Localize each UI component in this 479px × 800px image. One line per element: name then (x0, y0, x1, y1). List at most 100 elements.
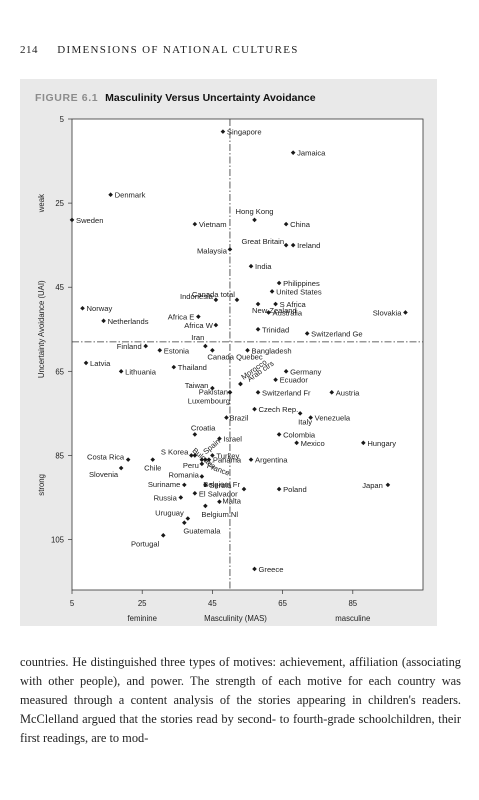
point-label: Netherlands (108, 317, 149, 326)
y-side-label-strong: strong (37, 474, 46, 496)
scatter-point (182, 482, 187, 488)
point-label: Austria (336, 388, 360, 397)
point-label: Slovakia (373, 308, 402, 317)
point-label: Ecuador (280, 376, 309, 385)
scatter-point (83, 360, 89, 366)
scatter-point (276, 486, 282, 492)
scatter-point (118, 465, 124, 471)
scatter-point (269, 289, 275, 294)
point-label: Thailand (178, 363, 207, 372)
point-label: Australia (273, 308, 303, 317)
point-label: Switzerland Ge (311, 329, 363, 338)
point-label: Canada total (192, 290, 235, 299)
body-line: appearing in children's readers. McClell… (20, 693, 461, 726)
scatter-point (210, 347, 215, 353)
scatter-point (227, 247, 233, 252)
scatter-point (238, 381, 243, 387)
point-label: S Korea (161, 447, 189, 456)
scatter-point (241, 486, 247, 492)
point-label: Norway (87, 304, 113, 313)
scatter-chart: 5 25 45 65 85 5 25 45 65 85 105 Masculinity (MAS) fe… (37, 115, 424, 623)
point-label: Costa Rica (87, 453, 125, 462)
y-tick-label: 85 (55, 451, 64, 460)
scatter-point (192, 490, 198, 496)
scatter-point (252, 406, 257, 412)
scatter-point (248, 263, 254, 269)
scatter-point (273, 301, 278, 307)
x-tick-label: 5 (70, 599, 75, 608)
scatter-point (157, 347, 163, 353)
y-tick-label: 105 (51, 536, 65, 545)
point-label: Italy (298, 417, 312, 426)
point-label: Guatemala (183, 527, 221, 536)
scatter-point (308, 415, 313, 420)
scatter-point (69, 217, 75, 223)
point-label: Denmark (115, 191, 146, 200)
point-label: Bangladesh (252, 346, 292, 355)
point-label: Peru (183, 461, 199, 470)
point-label: Suriname (148, 480, 181, 489)
scatter-point (227, 390, 233, 395)
running-title: DIMENSIONS OF NATIONAL CULTURES (57, 44, 299, 56)
scatter-point (290, 150, 296, 155)
point-label: China (290, 220, 311, 229)
figure-title: Masculinity Versus Uncertainty Avoidance (105, 92, 316, 104)
scatter-point (203, 343, 208, 349)
scatter-point (196, 314, 201, 319)
scatter-point (276, 280, 282, 286)
scatter-point (192, 221, 198, 227)
point-label: Pakistan (199, 387, 228, 396)
scatter-point (234, 297, 240, 303)
point-label: Indonesia (180, 292, 214, 301)
scatter-point (203, 503, 208, 509)
point-label: Germany (290, 367, 321, 376)
scatter-point (210, 385, 215, 391)
scatter-point (283, 242, 289, 248)
point-label: Slovenia (89, 470, 119, 479)
body-line: by second- to fourth-grade schoolchildre… (20, 712, 461, 745)
point-label: Poland (283, 485, 307, 494)
scatter-point (385, 482, 391, 488)
point-label: Russia (154, 493, 178, 502)
point-label: Estonia (164, 346, 190, 355)
point-label: Vietnam (199, 220, 227, 229)
point-label: Venezuela (315, 414, 351, 423)
point-label: Taiwan (185, 381, 209, 390)
scatter-point (276, 432, 282, 437)
point-label: Portugal (131, 539, 160, 548)
scatter-point (304, 331, 310, 336)
point-label: Romania (168, 470, 199, 479)
x-tick-label: 85 (348, 599, 357, 608)
scatter-point (80, 305, 85, 311)
scatter-point (199, 474, 205, 479)
point-label: El Salvador (199, 489, 238, 498)
scatter-point (266, 310, 271, 315)
scatter-point (245, 347, 250, 353)
point-label: United States (276, 287, 322, 296)
y-tick-label: 45 (55, 283, 64, 292)
y-tick-label: 65 (55, 367, 64, 376)
scatter-point (213, 297, 219, 303)
scatter-point (143, 343, 149, 349)
point-label: Belgium Fr (203, 480, 240, 489)
scatter-point (206, 457, 212, 462)
scatter-point (189, 453, 194, 458)
scatter-point (192, 453, 198, 458)
point-label: Mexico (301, 439, 325, 448)
point-label: Sweden (76, 216, 103, 225)
point-label: Serbia (209, 481, 232, 490)
scatter-point (101, 318, 106, 324)
x-tick-label: 65 (278, 599, 287, 608)
scatter-point (255, 390, 261, 395)
point-label: Malta (222, 497, 241, 506)
y-tick-label: 25 (55, 199, 64, 208)
scatter-point (203, 482, 208, 488)
point-label: Chile (144, 464, 161, 473)
point-label: Trinidad (262, 325, 289, 334)
y-axis-label: Uncertainty Avoidance (UAI) (37, 280, 46, 378)
point-label: Turkey (216, 451, 239, 460)
point-label: Hungary (367, 439, 396, 448)
point-label: Croatia (191, 423, 216, 432)
point-label: Israel (223, 435, 242, 444)
point-label: Canada Quebec (207, 352, 263, 361)
